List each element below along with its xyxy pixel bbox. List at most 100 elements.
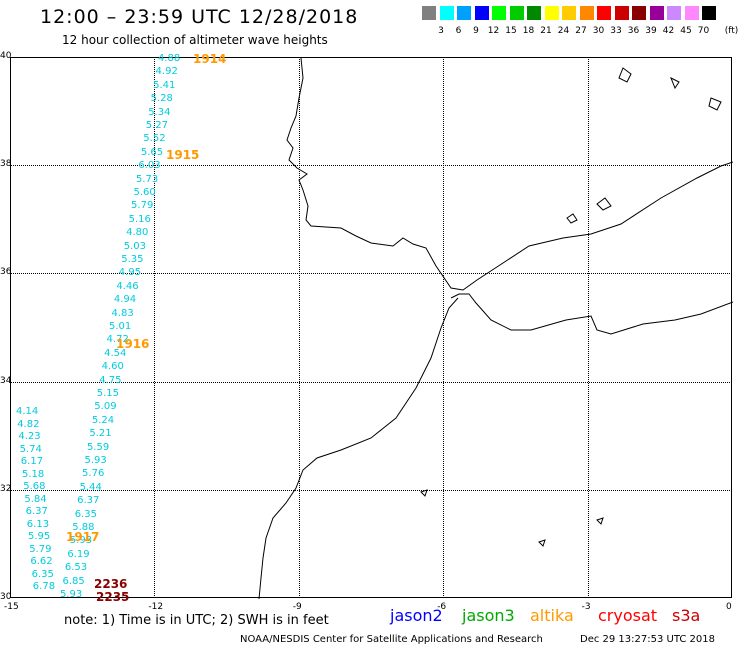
legend-swatch: [492, 6, 506, 20]
latitude-gridline: [10, 381, 732, 383]
legend-value: 15: [505, 26, 517, 36]
wave-height-value: 4.23: [18, 431, 41, 442]
legend-value: 3: [438, 26, 444, 36]
page-title: 12:00 – 23:59 UTC 12/28/2018: [40, 6, 359, 28]
wave-height-value: 5.35: [121, 254, 144, 265]
longitude-gridline: [443, 57, 445, 598]
wave-height-value: 6.53: [64, 562, 88, 574]
wave-height-value: 4.14: [16, 406, 39, 417]
wave-height-value: 5.59: [86, 441, 110, 453]
legend-value: 27: [575, 26, 587, 36]
wave-height-value: 4.82: [17, 418, 40, 430]
longitude-label: -3: [581, 602, 591, 612]
wave-height-value: 5.41: [153, 79, 176, 91]
legend-swatch: [527, 6, 541, 20]
legend-swatch: [649, 6, 664, 20]
legend-value: 18: [522, 26, 535, 36]
legend-value: 12: [487, 26, 500, 36]
legend-swatch: [474, 6, 489, 20]
wave-height-value: 4.54: [104, 347, 127, 359]
legend-swatch: [614, 6, 629, 20]
wave-height-value: 5.03: [123, 240, 146, 252]
wave-height-value: 4.83: [111, 307, 134, 319]
latitude-gridline: [10, 489, 732, 491]
latitude-label: 38: [0, 159, 12, 170]
wave-height-value: 5.76: [82, 468, 105, 480]
legend-swatch: [422, 6, 436, 20]
pass-time-label: 1916: [116, 337, 150, 351]
satellite-name: jason3: [462, 606, 515, 625]
legend-swatch: [702, 6, 716, 20]
wave-height-value: 4.88: [158, 53, 181, 64]
wave-height-value: 4.46: [116, 280, 139, 292]
wave-height-value: 5.65: [140, 146, 164, 158]
wave-height-value: 6.37: [25, 506, 48, 517]
pass-time-label: 1917: [66, 530, 100, 544]
coastline: [258, 58, 733, 599]
wave-height-value: 4.94: [113, 294, 137, 306]
legend-swatch: [632, 6, 646, 20]
wave-height-value: 5.74: [19, 443, 42, 455]
wave-height-value: 4.95: [118, 267, 142, 279]
wave-height-value: 6.78: [32, 581, 56, 592]
wave-height-value: 5.79: [131, 200, 154, 212]
wave-height-value: 5.84: [24, 493, 47, 505]
latitude-label: 34: [0, 375, 12, 386]
latitude-label: 40: [0, 51, 12, 61]
latitude-label: 30: [0, 592, 12, 602]
wave-height-value: 6.13: [26, 518, 50, 530]
legend-value: 6: [455, 26, 462, 36]
pass-time-label: 2235: [96, 590, 130, 604]
pass-time-label: 1915: [166, 148, 200, 162]
satellite-name: jason2: [390, 606, 443, 625]
longitude-label: -15: [4, 602, 19, 612]
latitude-gridline: [10, 165, 732, 167]
wave-height-value: 6.37: [77, 495, 100, 507]
wave-height-value: 5.44: [79, 481, 102, 493]
wave-height-value: 5.73: [135, 173, 159, 185]
wave-height-value: 5.79: [29, 543, 52, 555]
longitude-gridline: [154, 57, 156, 598]
legend-swatch: [439, 6, 454, 20]
longitude-gridline: [587, 57, 589, 598]
wave-height-value: 6.35: [31, 568, 54, 580]
legend-swatch: [579, 6, 594, 20]
legend-value: 33: [610, 26, 622, 36]
legend-swatch: [509, 6, 524, 20]
page-subtitle: 12 hour collection of altimeter wave hei…: [62, 33, 328, 47]
legend-value: 45: [680, 26, 692, 36]
longitude-label: -6: [437, 602, 447, 612]
wave-height-value: 5.16: [128, 213, 151, 225]
footer-note: note: 1) Time is in UTC; 2) SWH is in fe…: [64, 613, 329, 628]
wave-height-value: 5.93: [60, 589, 83, 600]
legend-swatch: [667, 6, 681, 20]
legend-value: 36: [627, 26, 640, 36]
latitude-label: 36: [0, 267, 12, 278]
wave-height-value: 5.93: [84, 455, 107, 466]
satellite-name: s3a: [672, 606, 701, 625]
wave-height-value: 5.68: [23, 481, 46, 492]
legend-value: 70: [697, 26, 710, 36]
wave-height-value: 5.52: [143, 133, 166, 145]
satellite-name: altika: [530, 606, 574, 625]
wave-height-value: 5.15: [96, 388, 120, 399]
wave-height-value: 5.18: [22, 468, 45, 480]
wave-height-value: 5.60: [133, 187, 156, 198]
legend-unit: (ft): [724, 26, 739, 36]
longitude-label: -9: [292, 602, 302, 612]
wave-height-value: 6.03: [138, 160, 161, 172]
wave-height-value: 4.60: [101, 361, 124, 373]
legend-value: 30: [592, 26, 605, 36]
longitude-gridline: [298, 57, 300, 598]
wave-height-value: 6.19: [67, 548, 90, 560]
wave-height-value: 5.09: [94, 401, 117, 413]
legend-swatch: [562, 6, 576, 20]
legend-value: 21: [540, 26, 552, 36]
wave-height-value: 4.80: [126, 227, 149, 239]
wave-height-value: 5.27: [145, 120, 169, 131]
legend-swatch: [457, 6, 471, 20]
wave-height-value: 6.85: [62, 575, 85, 587]
credit-line: NOAA/NESDIS Center for Satellite Applica…: [240, 634, 543, 645]
wave-height-value: 5.95: [28, 531, 51, 542]
